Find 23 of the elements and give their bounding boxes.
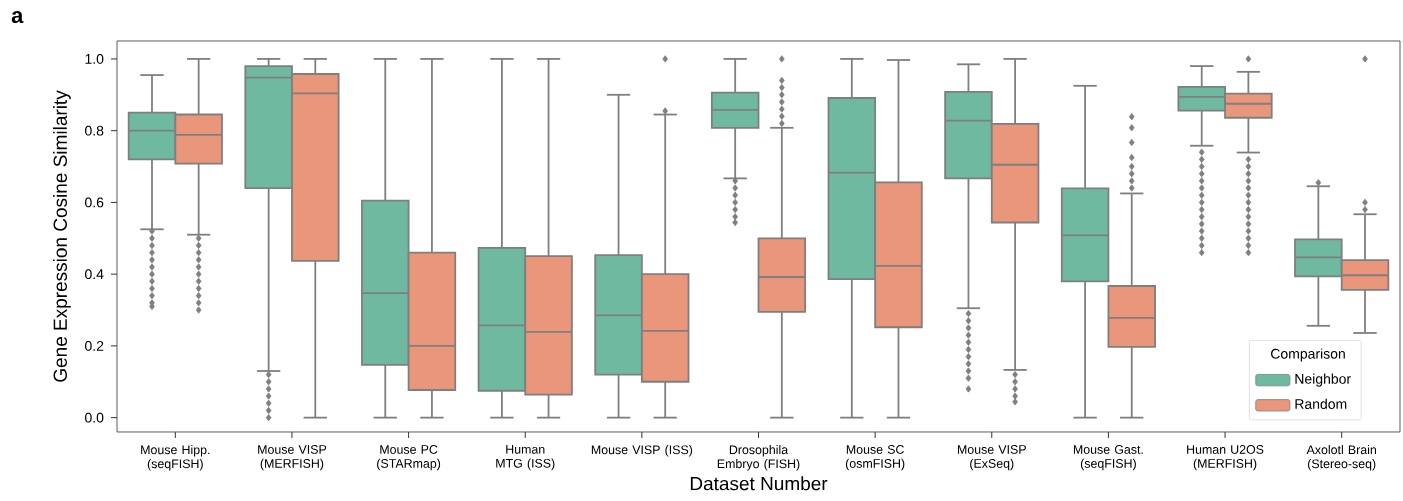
x-tick-label: Mouse Gast. (seqFISH) bbox=[1073, 445, 1143, 471]
x-axis-title: Dataset Number bbox=[690, 476, 828, 491]
x-tick-label: Drosophila Embryo (FISH) bbox=[717, 445, 800, 471]
y-tick-label: 0.0 bbox=[85, 412, 104, 423]
x-tick-label: Axolotl Brain (Stereo-seq) bbox=[1306, 445, 1377, 471]
y-tick-label: 0.2 bbox=[85, 340, 104, 351]
legend-title: Comparison bbox=[1271, 348, 1345, 362]
y-axis-title: Gene Expression Cosine Similarity bbox=[53, 90, 71, 382]
y-tick-label: 0.4 bbox=[85, 269, 104, 280]
y-tick-label: 1.0 bbox=[85, 53, 104, 64]
x-tick-label: Human MTG (ISS) bbox=[496, 445, 555, 471]
legend-label: Neighbor bbox=[1295, 373, 1351, 387]
x-tick-label: Mouse PC (STARmap) bbox=[377, 445, 441, 471]
y-tick-label: 0.6 bbox=[85, 197, 104, 208]
x-tick-label: Mouse SC (osmFISH) bbox=[845, 445, 905, 471]
x-tick-label: Mouse Hipp. (seqFISH) bbox=[141, 445, 210, 471]
x-tick-label: Mouse VISP (MERFISH) bbox=[258, 445, 327, 471]
y-tick-label: 0.8 bbox=[85, 125, 104, 136]
text: a bbox=[11, 11, 24, 24]
legend-label: Random bbox=[1295, 398, 1347, 409]
x-tick-label: Human U2OS (MERFISH) bbox=[1187, 445, 1264, 471]
x-tick-label: Mouse VISP (ExSeq) bbox=[957, 445, 1026, 471]
x-tick-label: Mouse VISP (ISS) bbox=[591, 445, 693, 457]
